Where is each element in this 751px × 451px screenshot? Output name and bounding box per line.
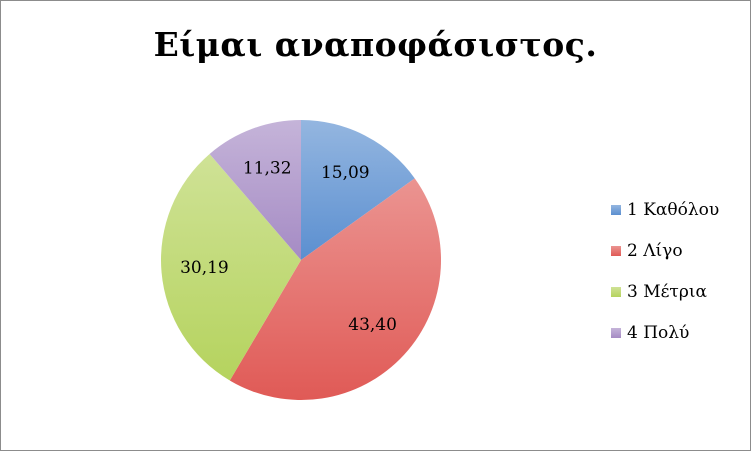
legend-swatch-1 <box>611 204 621 215</box>
data-label-2: 43,40 <box>348 315 397 335</box>
legend-swatch-4 <box>611 327 621 338</box>
data-label-3: 30,19 <box>180 258 229 278</box>
legend-item-4: 4 Πολύ <box>611 312 746 353</box>
legend-swatch-2 <box>611 245 621 256</box>
legend-swatch-3 <box>611 286 621 297</box>
chart-title: Είμαι αναποφάσιστος. <box>153 25 598 64</box>
legend-item-3: 3 Μέτρια <box>611 271 746 312</box>
legend-label-3: 3 Μέτρια <box>627 281 707 302</box>
legend-label-2: 2 Λίγο <box>627 240 683 261</box>
legend-label-4: 4 Πολύ <box>627 322 690 343</box>
legend-item-2: 2 Λίγο <box>611 230 746 271</box>
pie-slice-3 <box>160 153 301 381</box>
data-label-4: 11,32 <box>243 159 292 179</box>
legend: 1 Καθόλου 2 Λίγο 3 Μέτρια 4 Πολύ <box>611 189 746 353</box>
data-label-1: 15,09 <box>321 163 370 183</box>
pie-slice-4 <box>209 119 301 260</box>
pie-slice-1 <box>301 120 415 260</box>
legend-item-1: 1 Καθόλου <box>611 189 746 230</box>
pie-slice-2 <box>229 178 442 401</box>
legend-label-1: 1 Καθόλου <box>627 199 720 220</box>
